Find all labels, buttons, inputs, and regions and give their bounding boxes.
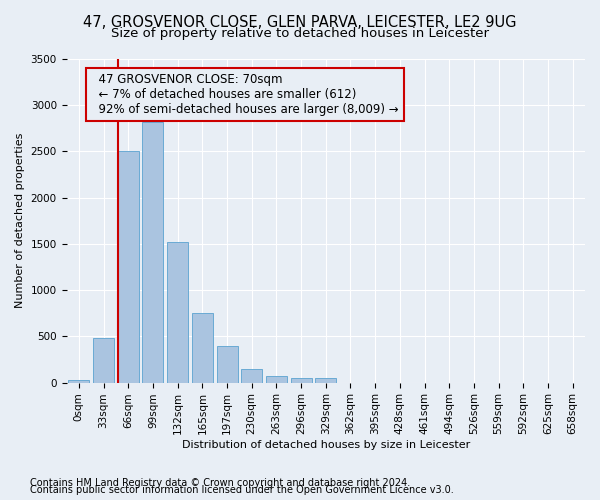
Text: Size of property relative to detached houses in Leicester: Size of property relative to detached ho… [111,28,489,40]
Text: Contains HM Land Registry data © Crown copyright and database right 2024.: Contains HM Land Registry data © Crown c… [30,478,410,488]
Bar [167,242,188,382]
Bar [68,380,89,382]
Bar [142,122,163,382]
X-axis label: Distribution of detached houses by size in Leicester: Distribution of detached houses by size … [182,440,470,450]
Bar [290,378,311,382]
Bar [217,346,238,383]
Bar [118,150,139,382]
Bar [192,314,213,382]
Bar [315,378,336,382]
Text: Contains public sector information licensed under the Open Government Licence v3: Contains public sector information licen… [30,485,454,495]
Y-axis label: Number of detached properties: Number of detached properties [15,133,25,308]
Bar [266,376,287,382]
Bar [241,369,262,382]
Bar [93,338,114,382]
Text: 47, GROSVENOR CLOSE, GLEN PARVA, LEICESTER, LE2 9UG: 47, GROSVENOR CLOSE, GLEN PARVA, LEICEST… [83,15,517,30]
Text: 47 GROSVENOR CLOSE: 70sqm
  ← 7% of detached houses are smaller (612)
  92% of s: 47 GROSVENOR CLOSE: 70sqm ← 7% of detach… [91,73,399,116]
